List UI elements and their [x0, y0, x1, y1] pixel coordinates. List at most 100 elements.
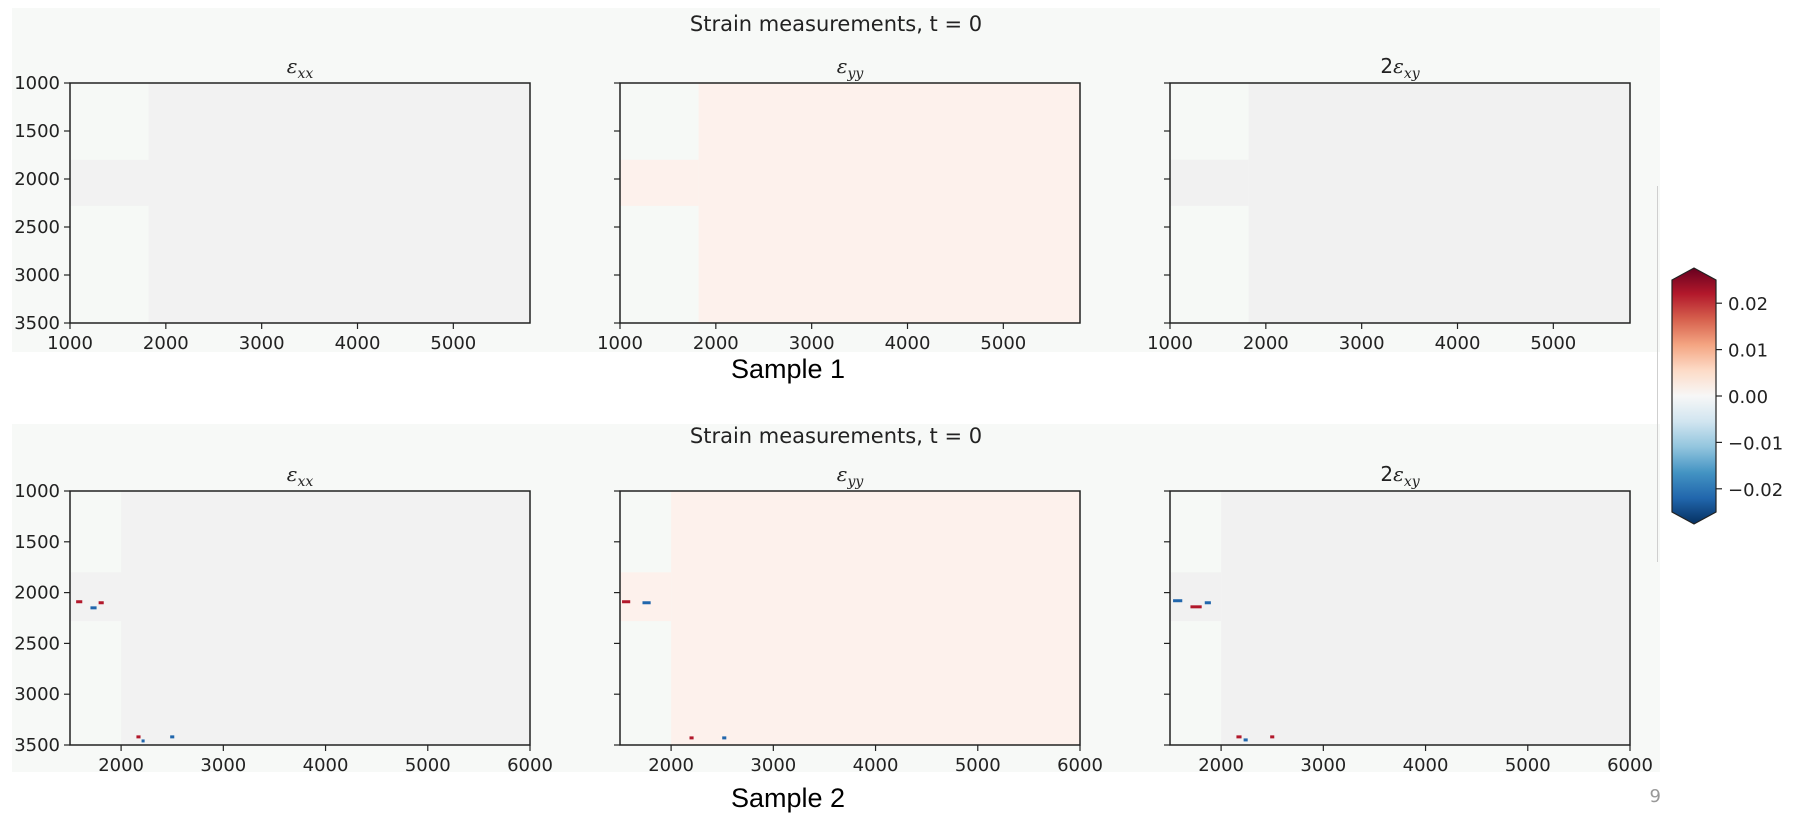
x-tick-label: 4000 [885, 333, 931, 354]
x-tick-label: 3000 [750, 755, 796, 776]
x-tick-label: 2000 [143, 333, 189, 354]
outlier-speck [1173, 599, 1183, 603]
y-tick-label: 1000 [14, 73, 60, 94]
x-tick-label: 2000 [1198, 755, 1244, 776]
panel-frame [619, 82, 1081, 324]
y-tick-label: 1500 [14, 121, 60, 142]
y-tick-label: 3500 [14, 735, 60, 756]
colorbar-tick-label: 0.01 [1728, 341, 1768, 362]
panel-frame [69, 82, 531, 324]
x-tick-label: 1000 [47, 333, 93, 354]
x-tick-label: 3000 [200, 755, 246, 776]
y-tick-label: 2500 [14, 217, 60, 238]
y-tick-label: 2000 [14, 169, 60, 190]
x-tick-label: 3000 [789, 333, 835, 354]
panel-frame [619, 490, 1081, 746]
x-tick-label: 1000 [1147, 333, 1193, 354]
x-tick-label: 5000 [955, 755, 1001, 776]
x-tick-label: 2000 [693, 333, 739, 354]
y-tick-label: 2500 [14, 633, 60, 654]
grip-strip [620, 572, 672, 622]
heatmap-panel-2-exy: 2000 3000 4000 5000 6000 2εxy [1164, 462, 1653, 776]
outlier-speck [76, 600, 83, 604]
y-tick-label: 2000 [14, 583, 60, 604]
x-tick-label: 3000 [1339, 333, 1385, 354]
outlier-speck [1190, 605, 1202, 609]
heatmap-panel-2-exx: 2000 3000 4000 5000 6000 1000 1500 2000 2500 3000… [14, 462, 553, 776]
x-tick-label: 2000 [648, 755, 694, 776]
page-number: 9 [1649, 786, 1661, 807]
outlier-speck [1243, 738, 1248, 742]
outlier-speck [622, 600, 631, 604]
x-tick-label: 3000 [1300, 755, 1346, 776]
y-tick-label: 1000 [14, 481, 60, 502]
x-tick-label: 4000 [1403, 755, 1449, 776]
grip-strip [620, 159, 699, 206]
panel-title-exx: εxx [287, 54, 314, 82]
strain-field [1248, 83, 1630, 323]
panel-title-exy: 2εxy [1380, 462, 1420, 490]
grip-strip [1170, 159, 1249, 206]
outlier-speck [722, 736, 727, 740]
strain-field [671, 491, 1080, 745]
strain-field [1221, 491, 1630, 745]
strain-field [148, 83, 531, 323]
outlier-speck [1204, 601, 1211, 605]
outlier-speck [90, 606, 97, 610]
colorbar-tick-label: −0.02 [1728, 480, 1783, 501]
strain-field [698, 83, 1080, 323]
panel-title-eyy: εyy [837, 54, 865, 82]
panel-frame [69, 490, 531, 746]
divider-line [1657, 186, 1658, 562]
colorbar-tick-label: 0.00 [1728, 387, 1768, 408]
x-tick-label: 5000 [980, 333, 1026, 354]
y-tick-label: 1500 [14, 532, 60, 553]
x-tick-label: 6000 [507, 755, 553, 776]
x-tick-label: 2000 [1243, 333, 1289, 354]
panel-title-exx: εxx [287, 462, 314, 490]
y-tick-label: 3500 [14, 313, 60, 334]
outlier-speck [689, 736, 694, 740]
colorbar-tick-label: −0.01 [1728, 433, 1783, 454]
outlier-speck [1270, 735, 1275, 739]
x-tick-label: 6000 [1057, 755, 1103, 776]
heatmap-panel-1-exx: 1000 2000 3000 4000 5000 1000 1500 2000 2500 3000… [14, 54, 531, 354]
panel-title-eyy: εyy [837, 462, 865, 490]
outlier-speck [642, 601, 651, 605]
x-tick-label: 4000 [1435, 333, 1481, 354]
x-tick-label: 5000 [1530, 333, 1576, 354]
panel-frame [1169, 490, 1631, 746]
x-tick-label: 2000 [98, 755, 144, 776]
strain-field [121, 491, 530, 745]
x-tick-label: 1000 [597, 333, 643, 354]
grip-strip [1170, 572, 1222, 622]
colorbar-tick-label: 0.02 [1728, 294, 1768, 315]
x-tick-label: 4000 [853, 755, 899, 776]
outlier-speck [1236, 735, 1242, 739]
colorbar [1671, 267, 1717, 525]
heatmap-panel-1-exy: 1000 2000 3000 4000 5000 2εxy [1147, 54, 1631, 354]
x-tick-label: 5000 [405, 755, 451, 776]
panel-frame [1169, 82, 1631, 324]
figure-title-sample-1: Strain measurements, t = 0 [689, 12, 983, 36]
outlier-speck [136, 735, 141, 739]
outlier-speck [98, 601, 104, 605]
x-tick-label: 3000 [239, 333, 285, 354]
heatmap-panel-1-eyy: 1000 2000 3000 4000 5000 εyy [597, 54, 1081, 354]
x-tick-label: 5000 [1505, 755, 1551, 776]
grip-strip [70, 572, 122, 622]
figure-title-sample-2: Strain measurements, t = 0 [689, 424, 983, 448]
panel-title-exy: 2εxy [1380, 54, 1420, 82]
sample-1-label: Sample 1 [730, 354, 846, 384]
sample-2-label: Sample 2 [730, 783, 846, 813]
outlier-speck [141, 739, 145, 743]
y-tick-label: 3000 [14, 265, 60, 286]
y-tick-label: 3000 [14, 684, 60, 705]
x-tick-label: 6000 [1607, 755, 1653, 776]
heatmap-panel-2-eyy: 2000 3000 4000 5000 6000 εyy [614, 462, 1103, 776]
x-tick-label: 5000 [430, 333, 476, 354]
x-tick-label: 4000 [303, 755, 349, 776]
grip-strip [70, 159, 149, 206]
outlier-speck [170, 735, 175, 739]
